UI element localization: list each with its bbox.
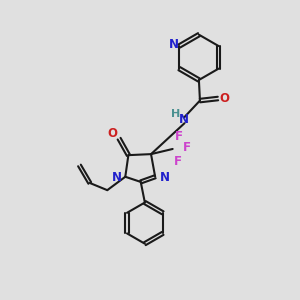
Text: N: N [112,171,122,184]
Text: N: N [178,112,188,126]
Text: F: F [183,141,191,154]
Text: F: F [175,130,183,143]
Text: N: N [169,38,179,51]
Text: F: F [174,155,182,168]
Text: N: N [159,171,170,184]
Text: H: H [171,109,180,119]
Text: O: O [219,92,229,105]
Text: O: O [107,127,117,140]
